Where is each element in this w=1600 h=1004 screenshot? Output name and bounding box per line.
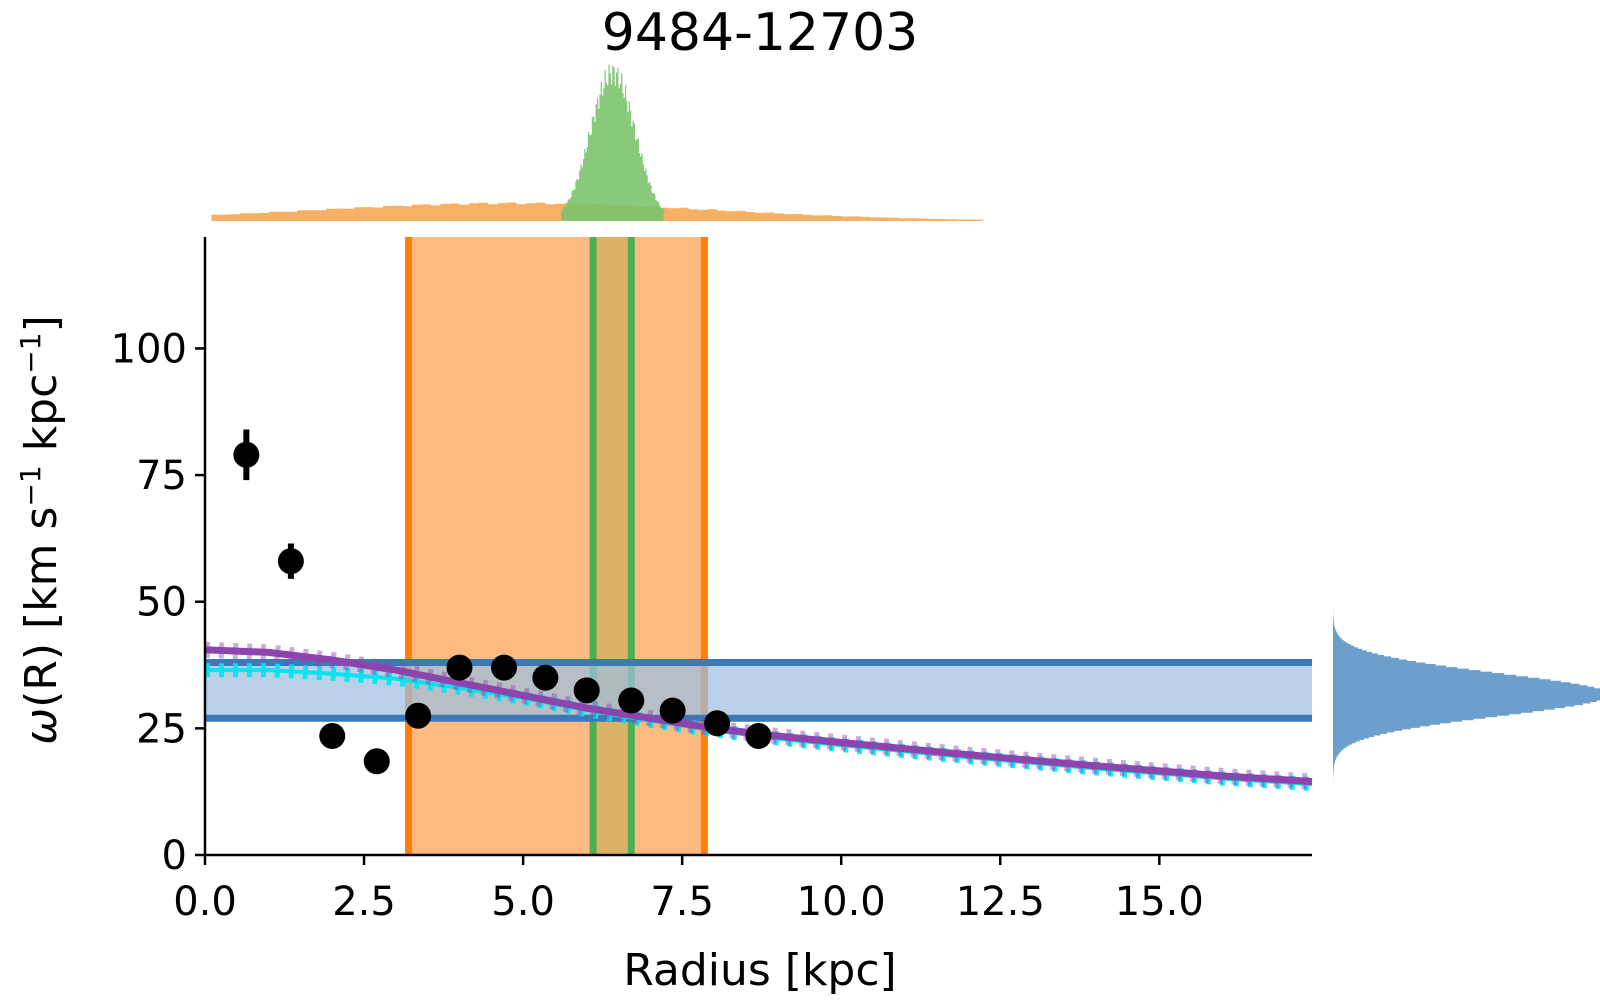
x-tick-label-6: 15.0 xyxy=(1115,879,1204,925)
top-histograms-layer xyxy=(211,64,985,221)
y-tick-label-1: 25 xyxy=(136,706,187,752)
data-point-6 xyxy=(491,654,518,681)
y-label-arg: (R) xyxy=(16,643,67,708)
data-point-1 xyxy=(277,548,304,575)
axes-layer: 0.0 2.5 5.0 7.5 10.0 12.5 15.0 0 25 50 75 100 xyxy=(111,237,1312,925)
x-tick-label-2: 5.0 xyxy=(491,879,555,925)
x-tick-label-0: 0.0 xyxy=(173,879,237,925)
y-label-units-mid: kpc xyxy=(16,374,67,466)
y-label-units-suffix: ] xyxy=(16,315,67,332)
y-label-sup1: −1 xyxy=(14,465,47,506)
data-point-8 xyxy=(573,677,600,704)
y-tick-label-4: 100 xyxy=(111,326,187,372)
y-label-units-prefix: [km s xyxy=(16,507,67,643)
y-tick-label-0: 0 xyxy=(162,833,187,879)
data-point-9 xyxy=(618,687,645,714)
data-point-5 xyxy=(446,654,473,681)
y-tick-label-2: 50 xyxy=(136,580,187,626)
band-fill-1 xyxy=(593,237,632,855)
data-point-3 xyxy=(363,748,390,775)
y-tick-label-3: 75 xyxy=(136,453,187,499)
band-fill-0 xyxy=(408,237,705,855)
green-top-histogram xyxy=(561,64,665,221)
y-axis-label: ω(R) [km s−1 kpc−1] xyxy=(14,315,67,745)
data-point-4 xyxy=(405,702,432,729)
data-point-12 xyxy=(745,722,772,749)
x-tick-label-1: 2.5 xyxy=(332,879,396,925)
right-histogram xyxy=(1333,575,1600,800)
x-axis-label: Radius [kpc] xyxy=(623,945,896,996)
data-point-10 xyxy=(659,697,686,724)
data-point-11 xyxy=(704,710,731,737)
y-label-symbol: ω xyxy=(16,708,67,745)
x-tick-label-3: 7.5 xyxy=(650,879,714,925)
data-point-7 xyxy=(532,664,559,691)
band-fill-2 xyxy=(205,662,1312,719)
right-histogram-layer xyxy=(1333,575,1600,800)
y-label-sup2: −1 xyxy=(14,332,47,373)
x-tick-label-5: 12.5 xyxy=(956,879,1045,925)
data-point-2 xyxy=(319,722,346,749)
chart-title: 9484-12703 xyxy=(602,3,919,63)
x-tick-label-4: 10.0 xyxy=(797,879,886,925)
data-points-layer xyxy=(233,429,772,775)
data-point-0 xyxy=(233,441,260,468)
purple-model-line xyxy=(204,646,1313,785)
